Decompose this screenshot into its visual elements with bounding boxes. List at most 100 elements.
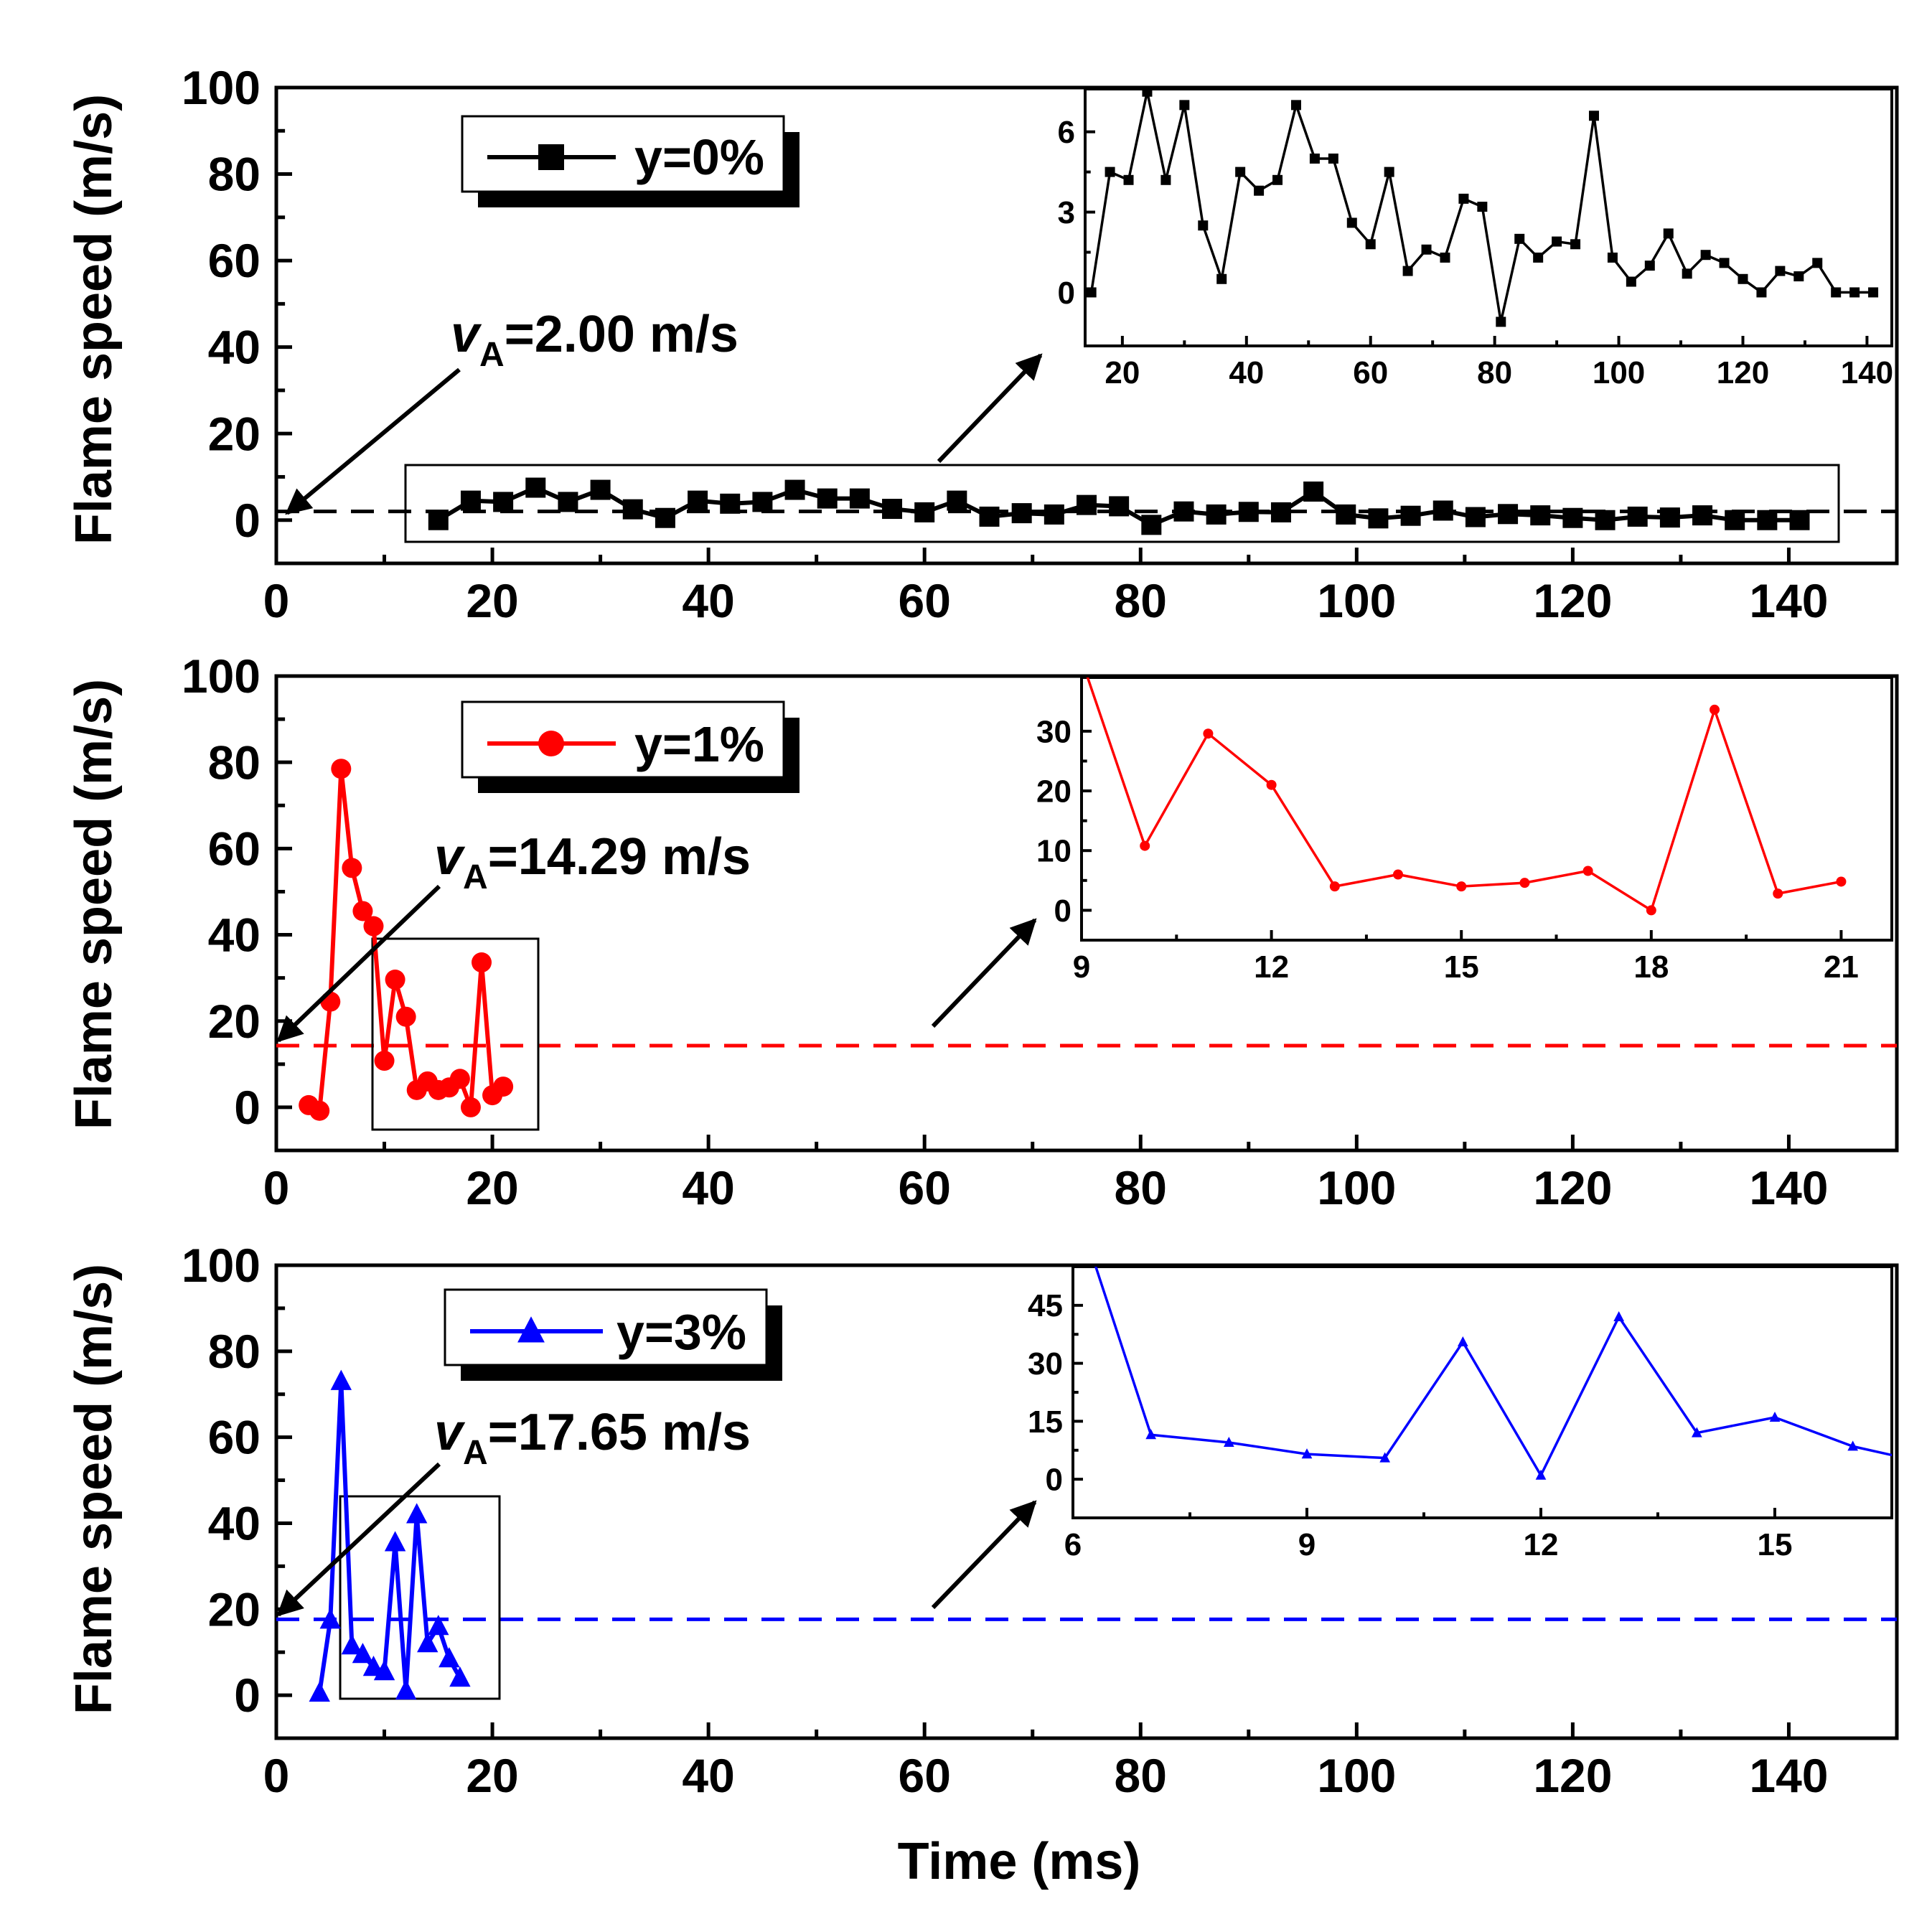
panel-y0-inset-xtick-label: 140 [1841,355,1893,390]
y-axis-label-panel-2: Flame speed (m/s) [65,679,123,1130]
panel-y3-ytick-label: 40 [208,1497,261,1550]
panel-y3-annotation-value: =17.65 m/s [488,1404,751,1461]
panel-y0-series [428,477,1810,535]
panel-y3-xtick-label: 140 [1749,1749,1828,1802]
panel-y0-xtick-label: 140 [1749,574,1828,627]
panel-y1-inset-data-point [1646,905,1656,916]
panel-y0-inset-arrow [937,353,1043,464]
panel-y3-data-point [395,1679,417,1700]
panel-y3-data-point [373,1660,395,1681]
panel-y1-inset-data-point [1203,728,1214,739]
panel-y0-inset-data-point [1514,233,1525,244]
panel-y0-inset-data-point [1346,217,1357,228]
panel-y3-series [309,1369,471,1702]
panel-y3-data-point [439,1647,460,1668]
panel-y0-data-point [979,506,1000,527]
panel-y0-data-point [1432,500,1453,521]
panel-y1-data-point [309,1100,330,1121]
panel-y0-xtick-label: 80 [1115,574,1167,627]
panel-y1: 0 20 40 60 80 100 120 140020406080100y=1%vA=14.… [182,649,1899,1214]
panel-y0-data-point [1077,494,1097,515]
panel-y0-data-point [1141,515,1162,535]
panel-y3-inset-data-point [1847,1440,1859,1451]
panel-y0-inset-data-point [1552,236,1562,247]
panel-y1-inset-data-point [1773,888,1783,899]
panel-y3-xtick-label: 120 [1533,1749,1612,1802]
panel-y3-inset-ytick-label: 30 [1028,1346,1063,1382]
panel-y1-data-point [449,1069,470,1089]
panel-y3-xtick-label: 100 [1317,1749,1396,1802]
panel-y0-legend-marker [538,144,564,170]
panel-y1-data-point [460,1097,481,1117]
panel-y0-inset-ytick-label: 0 [1058,276,1075,311]
panel-y0-data-point [1498,504,1519,525]
panel-y0-inset-data-point [1458,193,1469,204]
panel-y0-inset-data-point [1328,153,1338,164]
panel-y3-xtick-label: 60 [898,1749,950,1802]
panel-y0-inset-data-point [1663,228,1674,239]
panel-y0-inset-data-point [1105,166,1115,177]
panel-y1-ytick-label: 40 [208,909,261,962]
panel-y3-ytick-label: 20 [208,1582,261,1636]
panel-y0-inset-data-point [1626,276,1636,287]
panel-y3-inset-data-point [1223,1436,1234,1448]
panel-y3-data-point [352,1643,374,1664]
y-axis-label-panel-3: Flame speed (m/s) [65,1264,123,1715]
panel-y3-inset-data-point [1145,1429,1157,1440]
panel-y0-inset-data-point [1179,100,1190,111]
panel-y0-inset-data-point [1831,287,1842,298]
panel-y3-inset-data-point [1379,1452,1391,1463]
panel-y1-inset-frame [1080,676,1893,942]
panel-y0-data-point [1011,503,1032,524]
panel-y0-inset-data-point [1216,273,1227,284]
panel-y0-ytick-label: 100 [182,61,261,114]
panel-y0-data-point [1627,506,1648,527]
panel-y3-annotation: vA=17.65 m/s [434,1404,751,1472]
panel-y3-inset-data-point [1691,1427,1702,1437]
panel-y0-data-point [493,492,514,512]
panel-y1-inset-arrow [931,918,1037,1028]
panel-y1-ytick-label: 80 [208,736,261,789]
panel-y0-inset-xtick-label: 120 [1717,355,1769,390]
panel-y1-inset-data-point [1140,840,1150,851]
panel-y0-inset-data-point [1198,220,1209,231]
panel-y3-data-point [405,1503,428,1524]
panel-y0-annotation-symbol: v [451,306,482,363]
panel-y1-ytick-label: 0 [234,1081,261,1134]
panel-y0-data-point [1465,507,1486,527]
panel-y1-inset-ytick-label: 10 [1036,834,1071,869]
panel-y0-inset-ytick-label: 3 [1058,195,1075,230]
panel-y3-inset-ytick-label: 0 [1046,1463,1063,1498]
panel-y1-inset: 9 12 15 18 21 0 10 20 30 [1036,676,1893,985]
panel-y0-inset-data-point [1290,100,1301,111]
panel-y0-xtick-label: 120 [1533,574,1612,627]
panel-y3-inset-xtick-label: 9 [1298,1527,1316,1562]
panel-y0-data-point [622,499,643,520]
panel-y1-xtick-label: 80 [1115,1161,1167,1214]
panel-y1-xtick-label: 100 [1317,1161,1396,1214]
panel-y1-xtick-label: 140 [1749,1161,1828,1214]
panel-y0-inset-data-point [1644,261,1655,271]
panel-y0-data-point [720,493,741,514]
panel-y1-inset-xtick-label: 18 [1633,949,1669,985]
panel-y0-data-point [1044,504,1064,525]
panel-y3-inset-arrow [931,1500,1037,1610]
panel-y1-ytick-label: 100 [182,649,261,703]
panel-y1-data-point [342,858,362,878]
panel-y0-data-point [882,499,903,520]
panel-y0-inset-xtick-label: 20 [1105,355,1140,390]
panel-y3-ytick-label: 0 [234,1669,261,1722]
panel-y0-inset-data-point [1421,244,1432,255]
panel-y0-data-point [688,490,708,511]
panel-y1-xtick-label: 0 [263,1161,290,1214]
panel-y0-ytick-label: 20 [208,407,261,460]
panel-y3-xtick-label: 20 [466,1749,518,1802]
panel-y1-inset-series [1086,677,1847,916]
panel-y1-inset-xtick-label: 15 [1444,949,1479,985]
panel-y3-inset-ytick-label: 45 [1028,1288,1063,1323]
panel-y1-data-point [472,952,492,973]
panel-y3-annotation-symbol: v [434,1404,466,1461]
panel-y0-xtick-label: 40 [682,574,734,627]
panel-y0-inset-data-point [1775,266,1786,276]
panel-y0-data-point [849,488,870,509]
